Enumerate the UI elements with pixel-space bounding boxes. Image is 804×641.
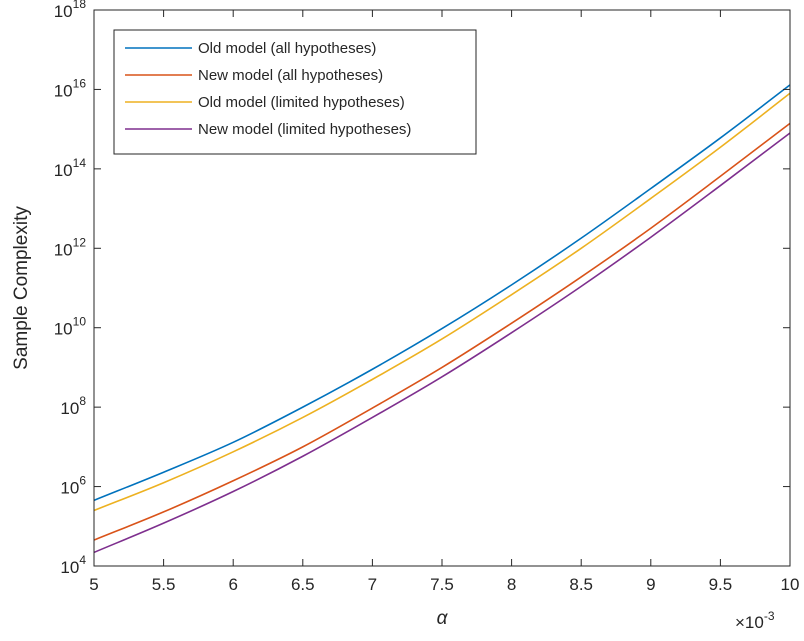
legend-label: New model (all hypotheses) [198, 67, 383, 84]
legend: Old model (all hypotheses) New model (all… [113, 29, 477, 155]
y-tick-exponent: 4 [79, 553, 86, 567]
x-tick-label: 7 [368, 575, 377, 594]
x-tick-label: 6.5 [291, 575, 315, 594]
y-tick-base: 10 [54, 240, 73, 259]
series-line-1 [93, 84, 791, 502]
x-tick-label: 10 [781, 575, 800, 594]
y-tick-base: 10 [54, 81, 73, 100]
y-tick-label: 106 [60, 474, 86, 498]
x-tick-label: 8 [507, 575, 516, 594]
legend-items: Old model (all hypotheses) New model (all… [125, 40, 411, 138]
x-multiplier-base: ×10 [735, 613, 764, 632]
y-tick-exponent: 14 [73, 156, 87, 170]
y-tick-label: 104 [60, 553, 86, 577]
legend-label: New model (limited hypotheses) [198, 121, 411, 138]
y-axis-title: Sample Complexity [11, 206, 32, 370]
series-line-4 [93, 132, 791, 554]
x-axis-multiplier: ×10-3 [735, 609, 775, 632]
y-tick-label: 1012 [54, 235, 87, 259]
y-tick-exponent: 8 [79, 394, 86, 408]
legend-label: Old model (limited hypotheses) [198, 94, 405, 111]
y-tick-base: 10 [60, 399, 79, 418]
x-tick-labels: 5 5.5 6 6.5 7 7.5 8 8.5 9 9.5 10 [89, 575, 799, 594]
y-tick-base: 10 [60, 558, 79, 577]
y-tick-base: 10 [54, 320, 73, 339]
series-layer [93, 84, 791, 554]
y-tick-exponent: 6 [79, 474, 86, 488]
x-tick-label: 5.5 [152, 575, 176, 594]
y-tick-label: 108 [60, 394, 86, 418]
y-tick-label: 1010 [54, 315, 87, 339]
x-tick-label: 6 [228, 575, 237, 594]
y-tick-base: 10 [54, 161, 73, 180]
legend-box [113, 29, 477, 155]
x-multiplier-exponent: -3 [764, 609, 775, 623]
y-tick-base: 10 [60, 479, 79, 498]
x-tick-label: 8.5 [569, 575, 593, 594]
legend-label: Old model (all hypotheses) [198, 40, 376, 57]
y-tick-base: 10 [54, 2, 73, 21]
x-tick-label: 9.5 [709, 575, 733, 594]
y-tick-exponent: 18 [73, 0, 87, 11]
y-tick-label: 1014 [54, 156, 87, 180]
tick-marks [93, 9, 791, 567]
y-tick-label: 1016 [54, 76, 87, 100]
x-tick-label: 7.5 [430, 575, 454, 594]
x-tick-label: 5 [89, 575, 98, 594]
y-tick-exponent: 10 [73, 315, 87, 329]
x-tick-label: 9 [646, 575, 655, 594]
series-line-3 [93, 92, 791, 512]
y-tick-label: 1018 [54, 0, 87, 21]
series-line-2 [93, 122, 791, 541]
x-axis-title: α [437, 608, 449, 629]
y-tick-exponent: 16 [73, 76, 87, 90]
y-tick-exponent: 12 [73, 235, 87, 249]
